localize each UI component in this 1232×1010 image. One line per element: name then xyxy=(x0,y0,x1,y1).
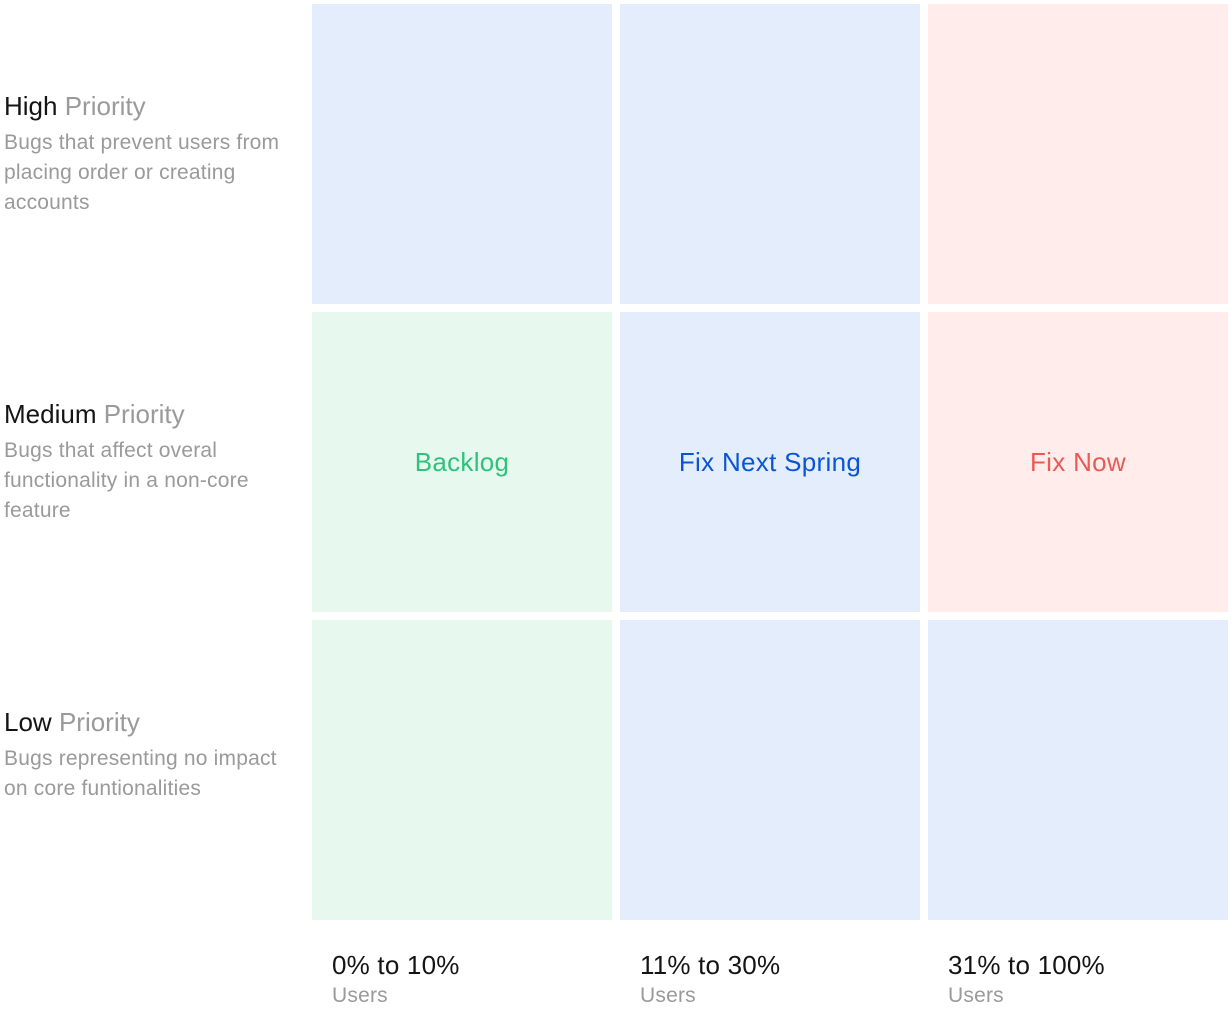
column-unit: Users xyxy=(948,984,1004,1007)
fix-now-label: Fix Now xyxy=(1030,447,1126,477)
row-title-muted: Priority xyxy=(58,707,140,737)
row-title-medium: Medium Priority xyxy=(4,398,289,430)
row-title-muted: Priority xyxy=(103,399,185,429)
column-range: 11% to 30% xyxy=(640,950,781,980)
row-label-medium: Medium Priority Bugs that affect overal … xyxy=(4,398,289,526)
row-description-high: Bugs that prevent users from placing ord… xyxy=(4,131,280,214)
row-title-strong: High xyxy=(4,91,58,121)
column-label-11-30: 11% to 30% Users xyxy=(640,950,920,1009)
row-label-low: Low Priority Bugs representing no impact… xyxy=(4,706,289,804)
row-description-low: Bugs representing no impact on core funt… xyxy=(4,747,277,800)
cell-high-mid-impact xyxy=(620,4,920,304)
row-title-strong: Low xyxy=(4,707,52,737)
backlog-label: Backlog xyxy=(414,447,510,477)
cell-medium-high-impact: Fix Now xyxy=(928,312,1228,612)
column-range: 0% to 10% xyxy=(332,950,460,980)
cell-low-mid-impact xyxy=(620,620,920,920)
column-unit: Users xyxy=(332,984,388,1007)
fix-next-spring-label: Fix Next Spring xyxy=(678,447,862,477)
cell-high-low-impact xyxy=(312,4,612,304)
cell-medium-low-impact: Backlog xyxy=(312,312,612,612)
row-label-high: High Priority Bugs that prevent users fr… xyxy=(4,90,289,218)
column-unit: Users xyxy=(640,984,696,1007)
cell-low-high-impact xyxy=(928,620,1228,920)
row-description-medium: Bugs that affect overal functionality in… xyxy=(4,439,249,522)
column-range: 31% to 100% xyxy=(948,950,1105,980)
column-label-31-100: 31% to 100% Users xyxy=(948,950,1228,1009)
cell-high-high-impact xyxy=(928,4,1228,304)
cell-low-low-impact xyxy=(312,620,612,920)
row-title-low: Low Priority xyxy=(4,706,289,738)
column-label-0-10: 0% to 10% Users xyxy=(332,950,612,1009)
row-title-strong: Medium xyxy=(4,399,97,429)
cell-medium-mid-impact: Fix Next Spring xyxy=(620,312,920,612)
row-title-high: High Priority xyxy=(4,90,289,122)
row-title-muted: Priority xyxy=(64,91,146,121)
